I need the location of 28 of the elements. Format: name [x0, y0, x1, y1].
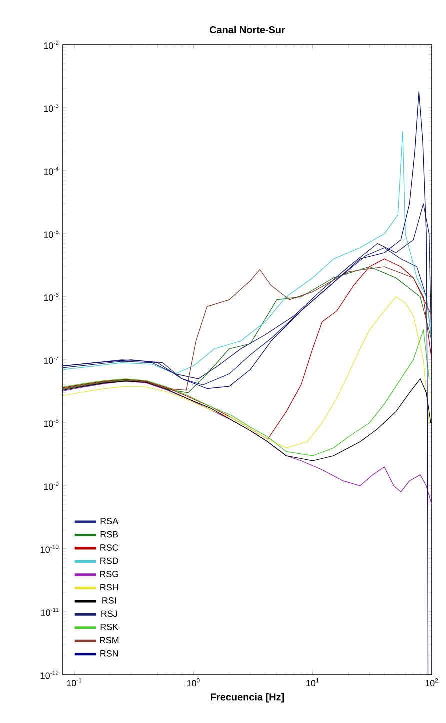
y-tick-label: 10$^{-3}$: [44, 104, 59, 112]
y-tick-label: 10$^{-5}$: [44, 230, 59, 238]
y-tick-label: 10$^{-9}$: [44, 482, 59, 490]
y-tick-label: 10$^{-10}$: [41, 544, 59, 554]
legend-label: RSI: [102, 598, 116, 604]
y-tick-label: 10$^{-12}$: [41, 670, 59, 680]
legend-label: RSA: [100, 518, 119, 524]
x-tick-label: 10$^{0}$: [187, 678, 200, 687]
x-tick-label: 10$^{-1}$: [67, 678, 82, 687]
y-tick-label: 10$^{-2}$: [44, 40, 59, 50]
y-tick-label: 10$^{-6}$: [44, 292, 59, 302]
legend-label: RSJ: [102, 610, 118, 618]
legend-label: RSM: [100, 637, 119, 644]
legend-label: RSD: [100, 558, 118, 564]
y-tick-label: 10$^{-11}$: [42, 608, 59, 616]
y-tick-label: 10$^{-4}$: [44, 167, 59, 176]
legend-label: RSB: [100, 531, 118, 538]
legend-label: RSG: [100, 571, 118, 578]
legend-label: RSH: [100, 584, 118, 591]
legend-label: RSN: [100, 650, 118, 657]
y-tick-label: 10$^{-8}$: [44, 418, 59, 428]
y-tick-label: 10$^{-7}$: [44, 356, 59, 364]
legend-label: RSC: [100, 544, 118, 551]
x-tick-label: 10$^{2}$: [426, 678, 438, 687]
x-axis-title: Frecuencia [Hz]: [211, 693, 284, 703]
chart-title: Canal Norte-Sur: [210, 26, 286, 34]
legend-label: RSK: [100, 624, 118, 630]
x-tick-label: 10$^{1}$: [306, 678, 319, 687]
